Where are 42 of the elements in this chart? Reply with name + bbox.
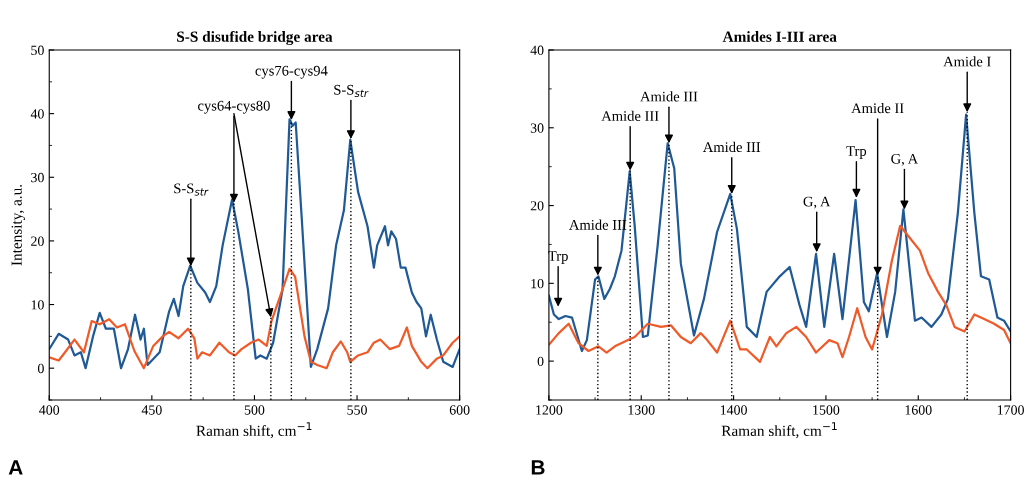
y-tick-label: 0 xyxy=(537,356,544,367)
y-tick-label: 40 xyxy=(30,109,44,119)
x-tick-label: 1600 xyxy=(905,405,932,415)
y-tick-label: 30 xyxy=(31,172,44,183)
x-tick-label: 500 xyxy=(244,405,265,415)
x-axis-title: Raman shift, cm$^{−1}$ xyxy=(721,422,837,439)
x-tick-label: 1400 xyxy=(720,405,747,415)
y-tick-label: 40 xyxy=(530,45,544,55)
annotation: Amide II xyxy=(851,102,904,114)
x-tick-label: 450 xyxy=(141,405,162,415)
annotation: cys76-cys94 xyxy=(255,65,328,79)
x-tick-label: 1700 xyxy=(997,405,1024,415)
x-tick-label: 1300 xyxy=(628,405,655,415)
annotation: Amide I xyxy=(943,56,991,67)
annotation: Amide III xyxy=(702,141,761,153)
x-axis-title: Raman shift, cm$^{−1}$ xyxy=(196,422,312,439)
chart-title: S-S disufide bridge area xyxy=(177,30,333,46)
y-tick-label: 0 xyxy=(37,363,44,374)
x-tick-label: 400 xyxy=(39,405,60,415)
line-series xyxy=(49,267,460,370)
y-tick-label: 10 xyxy=(31,300,44,310)
annotation: G, A xyxy=(891,153,919,166)
y-tick-label: 10 xyxy=(531,278,544,289)
annotation: S-S$_{str}$ xyxy=(174,183,209,196)
x-tick-label: 1500 xyxy=(813,405,840,415)
annotation: G, A xyxy=(803,196,831,209)
y-axis-title: Intensity, a.u. xyxy=(11,184,25,266)
chart-title: Amides I-III area xyxy=(722,31,837,42)
annotation: cys64-cys80 xyxy=(198,100,270,114)
x-tick-label: 1200 xyxy=(536,405,563,415)
annotation: Amide III xyxy=(640,91,698,102)
text: A xyxy=(8,460,23,475)
y-tick-label: 30 xyxy=(530,123,544,133)
y-tick-label: 50 xyxy=(31,45,44,55)
annotation: Amide III xyxy=(601,110,659,121)
annotation: S-S$_{str}$ xyxy=(334,84,369,98)
y-tick-label: 20 xyxy=(31,236,44,246)
text: B xyxy=(531,460,545,475)
y-tick-label: 20 xyxy=(530,201,544,211)
annotation: Trp xyxy=(846,146,867,159)
x-tick-label: 550 xyxy=(347,405,367,415)
x-tick-label: 600 xyxy=(449,405,470,415)
